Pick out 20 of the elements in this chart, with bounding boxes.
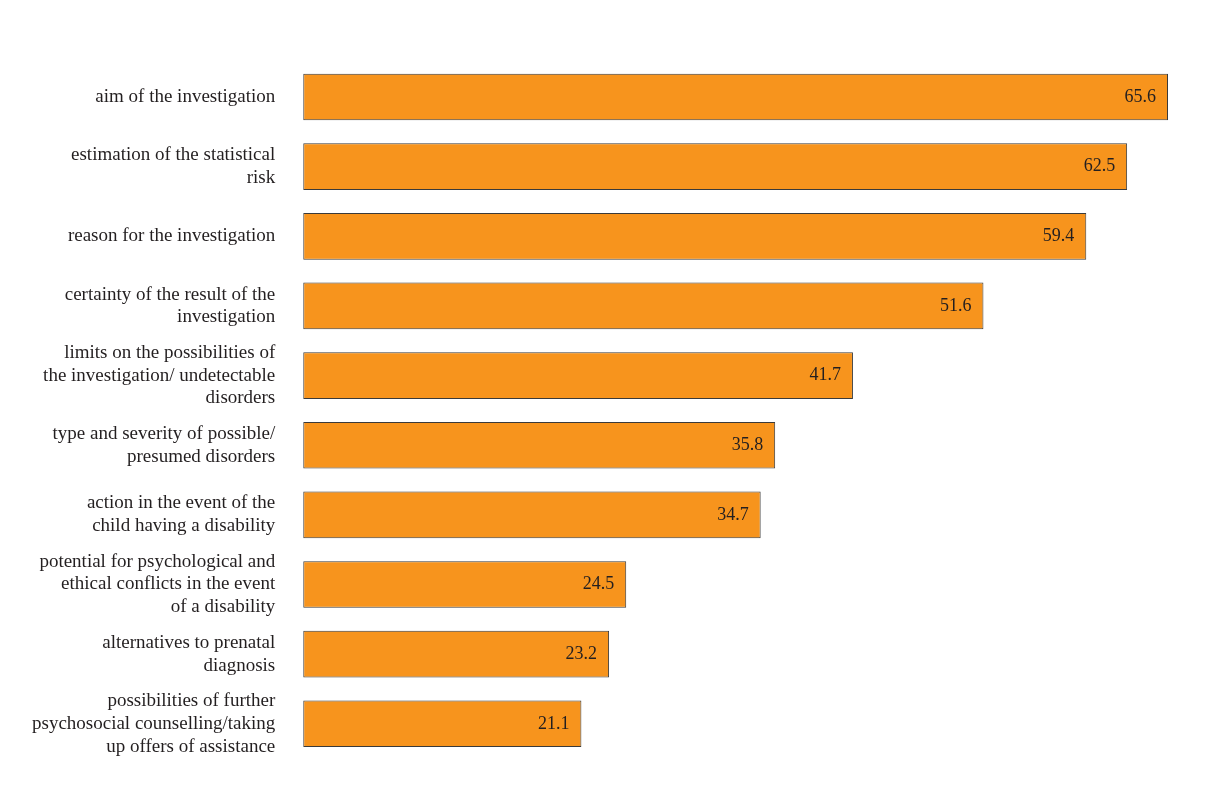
data-label: 21.1 bbox=[537, 712, 570, 733]
data-label: 51.6 bbox=[939, 294, 972, 315]
data-label: 23.2 bbox=[565, 642, 598, 663]
y-tick-label: reason for the investigation bbox=[67, 224, 276, 246]
y-tick-label: aim of the investigation bbox=[95, 85, 276, 106]
y-tick-label: alternatives to prenatal diagnosis bbox=[102, 630, 276, 675]
y-tick-label: certainty of the result of the investigation bbox=[64, 282, 276, 327]
y-tick-label: estimation of the statistical risk bbox=[71, 143, 276, 188]
data-label: 62.5 bbox=[1083, 155, 1116, 176]
y-tick-label: potential for psychological and ethical conflicts in the event of a disability bbox=[39, 549, 276, 617]
data-label: 41.7 bbox=[809, 364, 841, 385]
data-label: 65.6 bbox=[1124, 85, 1156, 106]
data-label: 35.8 bbox=[731, 433, 764, 454]
data-label: 34.7 bbox=[717, 503, 749, 524]
y-tick-label: possibilities of further psychosocial counselling/taking up offers of assistance bbox=[32, 688, 276, 756]
y-tick-label: limits on the possibilities of the investigation/ undetectable disorders bbox=[43, 340, 276, 408]
y-tick-label: action in the event of the child having a disability bbox=[86, 491, 276, 536]
data-label: 59.4 bbox=[1042, 225, 1075, 246]
y-tick-label: type and severity of possible/ presumed disorders bbox=[52, 421, 276, 466]
data-label: 24.5 bbox=[582, 573, 615, 594]
